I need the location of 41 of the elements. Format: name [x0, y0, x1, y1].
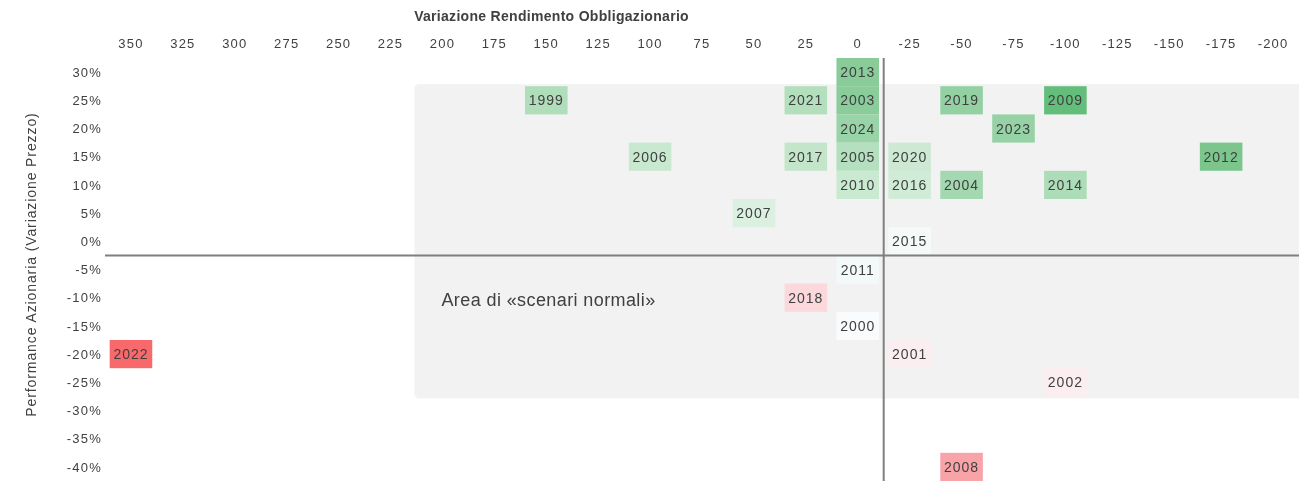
y-tick-label: -5% [75, 262, 102, 278]
x-tick-label: 25 [797, 35, 815, 51]
x-tick-label: 275 [274, 35, 300, 51]
y-tick-label: 10% [72, 177, 102, 193]
y-tick-label: -10% [66, 290, 102, 306]
x-tick-label: -175 [1205, 35, 1237, 51]
band-label: Area di «scenari normali» [441, 290, 656, 311]
y-tick-label: -20% [66, 346, 102, 362]
x-tick-label: 325 [170, 35, 196, 51]
x-tick-label: -200 [1257, 35, 1289, 51]
x-tick-label: 250 [325, 35, 352, 51]
x-tick-label: 125 [585, 35, 611, 51]
y-tick-label: 0% [80, 233, 102, 249]
x-tick-label: 150 [533, 35, 559, 51]
x-tick-label: 300 [222, 35, 248, 51]
x-tick-label: -125 [1101, 35, 1133, 51]
x-tick-label: -75 [1002, 35, 1025, 51]
x-tick-label: 350 [118, 35, 144, 51]
x-tick-label: -100 [1049, 35, 1081, 51]
x-tick-label: -25 [898, 35, 921, 51]
y-tick-label: -30% [66, 403, 102, 419]
y-tick-label: -15% [66, 318, 102, 334]
y-tick-label: -25% [66, 374, 102, 390]
x-tick-label: 50 [745, 35, 763, 51]
y-tick-label: 20% [72, 121, 102, 137]
y-tick-label: 25% [72, 92, 102, 108]
y-axis-title: Performance Azionaria (Variazione Prezzo) [23, 112, 40, 417]
y-tick-label: 15% [72, 149, 102, 165]
x-axis-title: Variazione Rendimento Obbligazionario [414, 8, 689, 25]
x-tick-label: 200 [429, 35, 456, 51]
y-tick-label: -40% [66, 459, 102, 475]
x-tick-label: -50 [950, 35, 973, 51]
x-tick-label: 175 [481, 35, 507, 51]
y-tick-label: 5% [80, 205, 102, 221]
y-tick-label: -35% [66, 431, 102, 447]
x-tick-label: 100 [637, 35, 663, 51]
x-tick-label: 225 [377, 35, 404, 51]
x-tick-label: 0 [853, 35, 862, 51]
x-tick-label: -150 [1153, 35, 1185, 51]
y-tick-label: 30% [72, 64, 102, 80]
x-tick-label: 75 [693, 35, 711, 51]
